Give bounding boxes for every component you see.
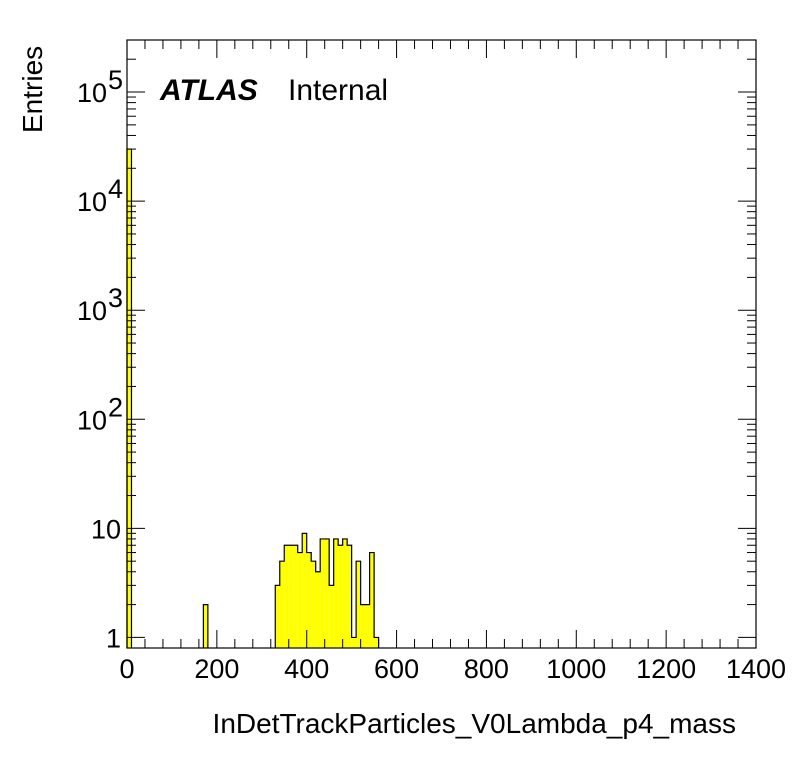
x-tick-labels: 0 200 400 600 800 1000 1200 1400: [119, 654, 786, 684]
histogram-bar: [360, 604, 366, 648]
histogram-bar: [284, 545, 289, 648]
x-tick-label: 600: [374, 654, 419, 684]
histogram-bar: [369, 552, 375, 648]
histogram-bar: [275, 585, 280, 648]
histogram-bar: [333, 538, 339, 648]
status-label: Internal: [288, 74, 388, 107]
y-axis-title: Entries: [17, 46, 48, 133]
atlas-label: ATLAS: [159, 74, 258, 107]
histogram-bar: [288, 545, 294, 648]
y-tick-label: 10: [91, 514, 121, 544]
histogram-bar: [320, 538, 325, 648]
x-axis-title: InDetTrackParticles_V0Lambda_p4_mass: [213, 708, 736, 739]
histogram-bar: [297, 552, 303, 648]
x-tick-label: 0: [119, 654, 134, 684]
histogram-bar: [311, 561, 316, 648]
y-tick-exponent: 4: [108, 174, 123, 204]
y-tick-base: 10: [77, 187, 107, 217]
histogram-bar: [351, 637, 357, 648]
x-tick-label: 1000: [546, 654, 606, 684]
y-tick-base: 10: [77, 405, 107, 435]
histogram-bar: [329, 585, 334, 648]
histogram-bars: [126, 148, 380, 648]
y-tick-base: 10: [77, 296, 107, 326]
histogram-bar: [324, 538, 330, 648]
histogram-bar: [203, 604, 208, 648]
y-tick-label: 10 2: [77, 392, 123, 435]
y-tick-label: 1: [106, 623, 121, 653]
histogram-bar: [306, 552, 312, 648]
x-tick-label: 200: [194, 654, 239, 684]
y-tick-base: 10: [77, 78, 107, 108]
histogram-bar: [302, 533, 307, 648]
histogram-bar: [315, 571, 321, 648]
histogram-bar: [347, 545, 352, 648]
y-tick-exponent: 5: [108, 65, 123, 95]
y-tick-exponent: 3: [108, 283, 123, 313]
histogram-bar: [342, 538, 348, 648]
histogram-bar: [338, 545, 343, 648]
y-tick-exponent: 2: [108, 392, 123, 422]
y-tick-label: 10 5: [77, 65, 123, 108]
y-tick-base: 10: [91, 514, 121, 544]
histogram-bar: [127, 149, 132, 648]
histogram-bar: [356, 561, 361, 648]
y-tick-label: 10 3: [77, 283, 123, 326]
x-tick-label: 1400: [726, 654, 786, 684]
histogram-bar: [374, 637, 379, 648]
y-tick-base: 1: [106, 623, 121, 653]
axis-ticks: [126, 39, 757, 648]
histogram-bar: [293, 545, 298, 648]
y-tick-label: 10 4: [77, 174, 123, 217]
histogram-bar: [279, 561, 285, 648]
histogram-bar: [365, 604, 370, 648]
x-tick-label: 1200: [636, 654, 696, 684]
x-tick-label: 400: [284, 654, 329, 684]
x-tick-label: 800: [464, 654, 509, 684]
plot-frame: [126, 39, 757, 649]
